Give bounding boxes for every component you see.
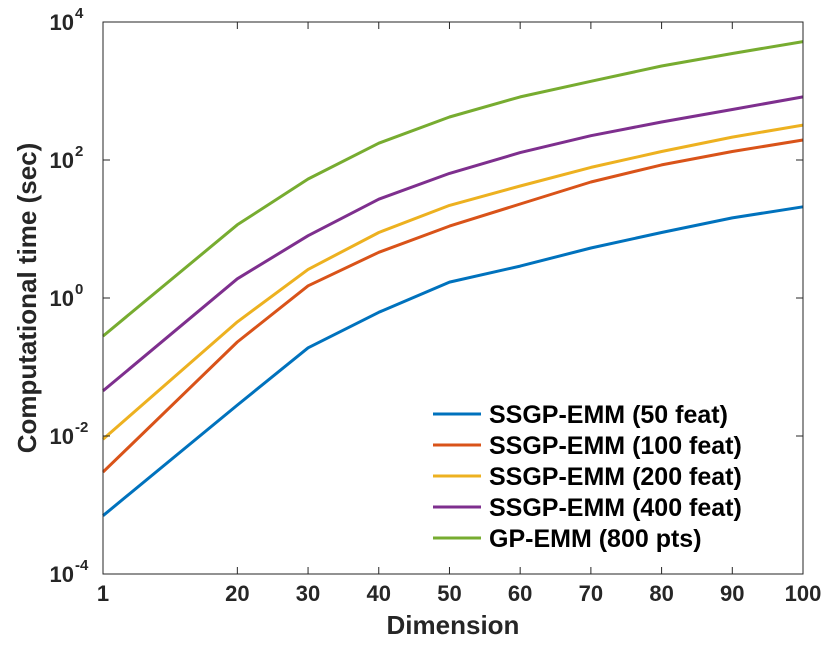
legend-label: SSGP-EMM (50 feat): [489, 401, 728, 429]
y-axis-label: Computational time (sec): [12, 143, 42, 454]
y-tick-label: 10 0: [50, 281, 84, 311]
y-tick-exponent: 2: [75, 143, 83, 160]
y-tick-exponent: -2: [75, 419, 88, 436]
x-tick-label: 50: [437, 581, 461, 606]
x-tick-label: 80: [649, 581, 673, 606]
y-tick-exponent: 4: [75, 5, 84, 22]
x-axis-label: Dimension: [387, 610, 520, 640]
x-tick-labels: 1 20 30 40 50 60 70 80 90 100: [97, 581, 821, 606]
x-tick-label: 60: [508, 581, 532, 606]
series-line-1: [102, 205, 804, 517]
x-tick-label: 20: [225, 581, 249, 606]
x-tick-label: 30: [296, 581, 320, 606]
y-tick-exponent: 0: [75, 281, 83, 298]
y-tick-label: 10 4: [50, 5, 84, 35]
y-tick-base: 10: [50, 10, 74, 35]
x-tick-label: 1: [97, 581, 109, 606]
legend-label: SSGP-EMM (200 feat): [489, 463, 742, 491]
legend-label: GP-EMM (800 pts): [489, 525, 702, 553]
x-tick-label: 40: [367, 581, 391, 606]
y-tick-label: 10 -2: [50, 419, 89, 449]
legend-box: [421, 390, 789, 556]
y-tick-exponent: -4: [75, 557, 89, 574]
legend-label: SSGP-EMM (100 feat): [489, 432, 742, 460]
series-line-4: [102, 95, 804, 393]
y-tick-base: 10: [50, 424, 74, 449]
series-line-3: [102, 123, 804, 441]
y-tick-label: 10 -4: [50, 557, 89, 587]
x-tick-label: 90: [720, 581, 744, 606]
legend: SSGP-EMM (50 feat) SSGP-EMM (100 feat) SSG…: [421, 390, 789, 556]
y-tick-base: 10: [50, 562, 74, 587]
y-tick-base: 10: [50, 286, 74, 311]
legend-label: SSGP-EMM (400 feat): [489, 494, 742, 522]
y-tick-label: 10 2: [50, 143, 84, 173]
series-line-5: [102, 40, 804, 338]
x-tick-label: 70: [579, 581, 603, 606]
tick-marks: [102, 21, 804, 575]
series-line-2: [101, 138, 804, 474]
y-tick-base: 10: [50, 148, 74, 173]
x-tick-label: 100: [785, 581, 822, 606]
series-layer: [101, 40, 804, 517]
